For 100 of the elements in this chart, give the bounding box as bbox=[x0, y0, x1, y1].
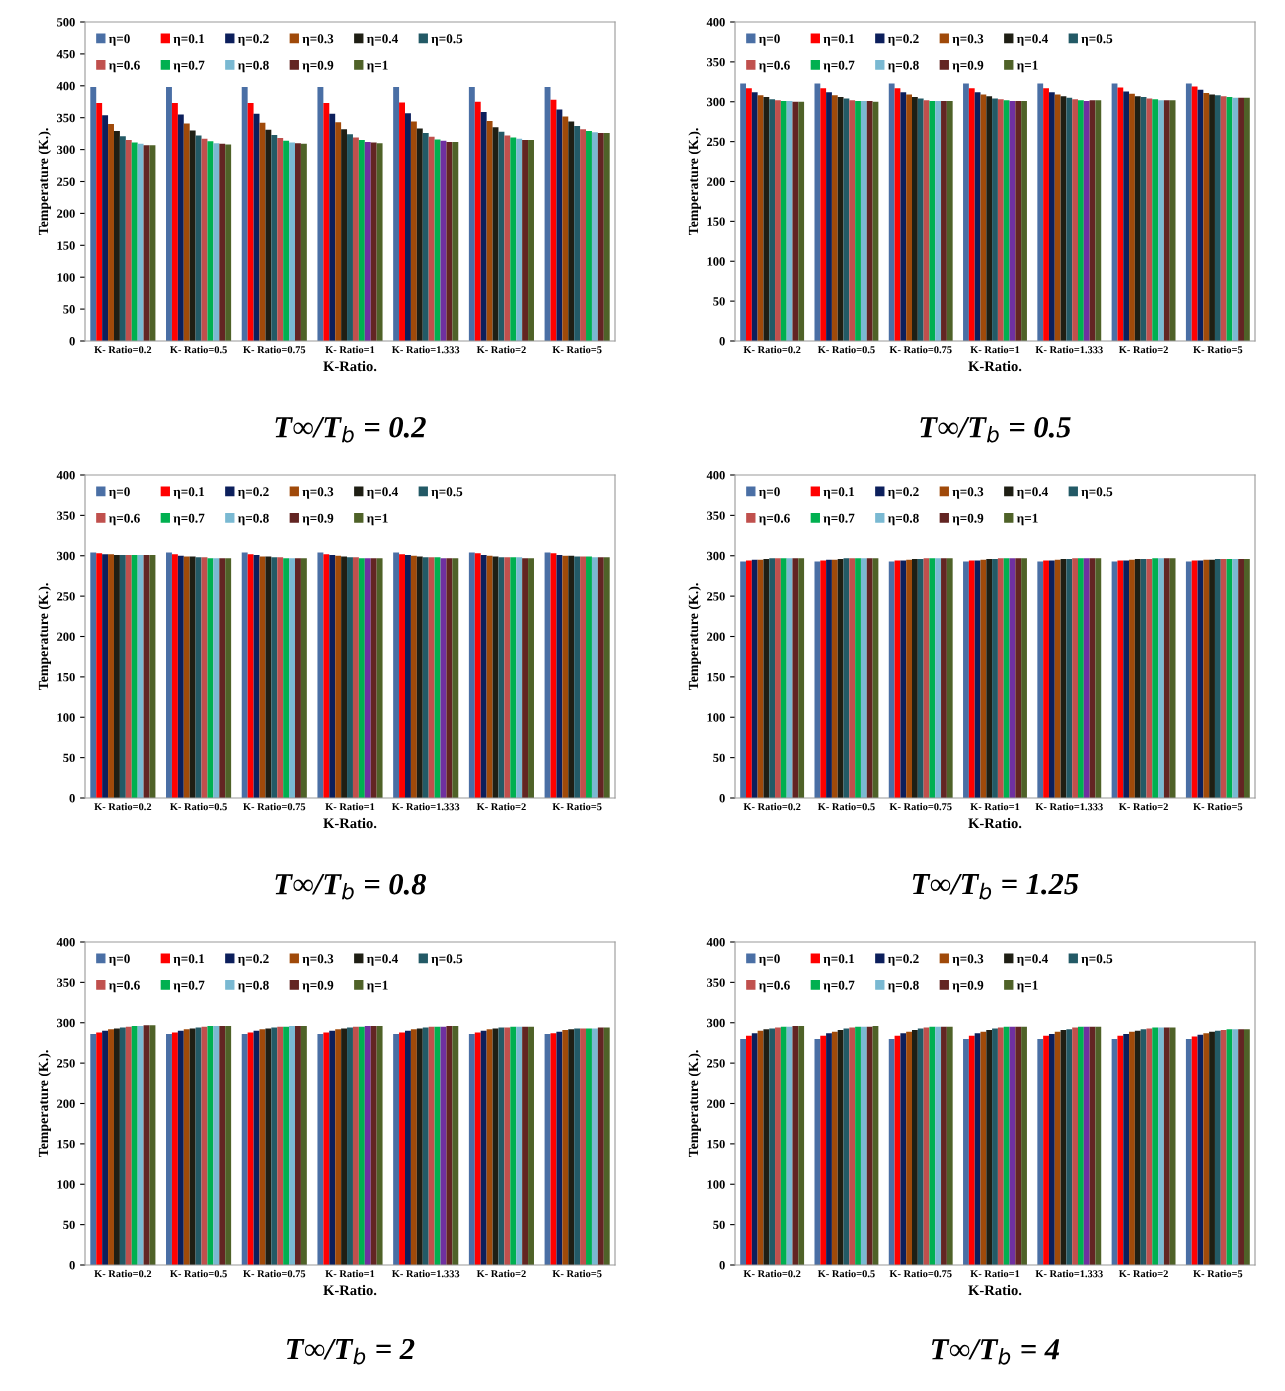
y-tick-label: 50 bbox=[713, 297, 725, 306]
bar bbox=[775, 1027, 781, 1265]
bar bbox=[1003, 100, 1010, 341]
legend-label: η=0.8 bbox=[237, 513, 269, 526]
legend-label: η=0.3 bbox=[302, 34, 334, 46]
legend-label: η=0.8 bbox=[887, 980, 919, 993]
bar bbox=[468, 87, 475, 341]
legend-label: η=0.7 bbox=[823, 60, 855, 73]
bar bbox=[992, 1028, 998, 1265]
bar bbox=[763, 96, 770, 341]
legend-label: η=0.6 bbox=[108, 980, 140, 993]
y-tick-label: 250 bbox=[57, 1059, 75, 1068]
y-tick-label: 500 bbox=[57, 18, 75, 27]
y-tick-label: 50 bbox=[63, 1220, 75, 1230]
bar bbox=[751, 1033, 758, 1265]
y-tick-label: 400 bbox=[56, 81, 75, 91]
x-tick-label: K- Ratio=0.75 bbox=[889, 1269, 952, 1278]
bar bbox=[1015, 1026, 1022, 1265]
bar bbox=[1214, 95, 1221, 341]
bar bbox=[1220, 1030, 1227, 1265]
bar bbox=[888, 1038, 895, 1265]
y-tick-label: 200 bbox=[707, 632, 725, 641]
text: T∞/T$_{b}$ = 1.25 bbox=[912, 873, 1079, 900]
x-tick-label: K- Ratio=1 bbox=[325, 802, 375, 811]
bar bbox=[1083, 1026, 1090, 1265]
bar bbox=[917, 1028, 924, 1265]
bar bbox=[591, 132, 598, 341]
y-tick-label: 300 bbox=[57, 1018, 75, 1028]
bar bbox=[1203, 1033, 1210, 1265]
bar bbox=[1117, 87, 1124, 341]
bar bbox=[300, 143, 307, 341]
bar bbox=[364, 141, 371, 341]
bar bbox=[849, 100, 856, 341]
bar bbox=[906, 1031, 912, 1265]
bar bbox=[1043, 1035, 1049, 1265]
bar bbox=[586, 131, 592, 341]
x-axis-title: K-Ratio. bbox=[323, 817, 377, 829]
legend-label: η=1 bbox=[1016, 60, 1038, 73]
bar bbox=[597, 133, 604, 341]
bar bbox=[207, 141, 214, 341]
bar bbox=[1117, 1035, 1124, 1265]
bar bbox=[1146, 98, 1153, 341]
bar bbox=[1078, 1026, 1084, 1265]
bar bbox=[1015, 100, 1022, 341]
bar bbox=[271, 134, 278, 341]
bar bbox=[798, 101, 805, 341]
bar bbox=[855, 100, 861, 341]
bar bbox=[1158, 100, 1164, 341]
bar bbox=[376, 143, 383, 341]
bar bbox=[510, 137, 517, 341]
x-axis-title: K-Ratio. bbox=[968, 817, 1022, 829]
bar bbox=[1152, 1027, 1159, 1265]
y-axis-title: Temperature (K.). bbox=[688, 1050, 701, 1158]
x-tick-label: K- Ratio=0.5 bbox=[817, 802, 875, 811]
y-tick-label: 400 bbox=[56, 471, 75, 480]
legend-label: η=0.4 bbox=[1016, 954, 1048, 966]
y-tick-label: 100 bbox=[707, 257, 725, 266]
bar bbox=[1066, 1029, 1073, 1265]
bar bbox=[259, 122, 266, 341]
bar bbox=[1021, 1026, 1027, 1265]
bar bbox=[1220, 96, 1227, 341]
bar bbox=[849, 1027, 856, 1265]
y-tick-label: 250 bbox=[57, 177, 75, 186]
bar bbox=[393, 87, 400, 341]
bar bbox=[1037, 83, 1044, 341]
bar bbox=[837, 1030, 844, 1265]
y-tick-label: 400 bbox=[706, 471, 725, 480]
bar bbox=[1238, 97, 1244, 341]
bar bbox=[486, 120, 493, 341]
legend-label: η=0.6 bbox=[758, 980, 790, 993]
bar bbox=[247, 103, 254, 341]
bar bbox=[1232, 97, 1239, 341]
bar bbox=[814, 1038, 821, 1265]
bar bbox=[131, 142, 138, 341]
bar bbox=[980, 1031, 987, 1265]
y-tick-label: 0 bbox=[69, 794, 75, 803]
y-tick-label: 0 bbox=[69, 337, 75, 346]
bar bbox=[1158, 1027, 1164, 1265]
x-tick-label: K- Ratio=5 bbox=[1193, 1269, 1243, 1278]
bar bbox=[1238, 1029, 1244, 1265]
bar bbox=[831, 95, 838, 341]
x-tick-label: K- Ratio=1 bbox=[970, 802, 1020, 811]
bar bbox=[580, 129, 587, 341]
bar bbox=[1191, 86, 1198, 341]
bar bbox=[1232, 1029, 1239, 1265]
bar bbox=[792, 1025, 799, 1265]
bar bbox=[826, 1033, 832, 1265]
y-tick-label: 400 bbox=[706, 18, 725, 27]
bar bbox=[1185, 83, 1192, 341]
y-tick-label: 200 bbox=[707, 177, 725, 186]
x-tick-label: K- Ratio=5 bbox=[552, 1269, 602, 1278]
legend-label: η=0.3 bbox=[302, 954, 334, 966]
legend-label: η=0.2 bbox=[237, 487, 269, 499]
bar bbox=[562, 116, 569, 341]
legend-label: η=1 bbox=[366, 513, 388, 526]
bar bbox=[1169, 1027, 1176, 1265]
y-tick-label: 350 bbox=[57, 978, 75, 987]
x-tick-label: K- Ratio=0.2 bbox=[743, 345, 801, 354]
legend-label: η=0 bbox=[108, 34, 130, 46]
x-tick-label: K- Ratio=2 bbox=[1118, 345, 1168, 354]
